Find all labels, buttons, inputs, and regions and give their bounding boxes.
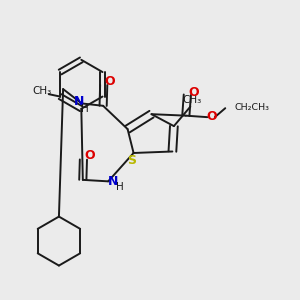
Text: O: O <box>188 86 199 99</box>
Text: H: H <box>81 104 89 114</box>
Text: N: N <box>107 175 118 188</box>
Text: O: O <box>206 110 217 123</box>
Text: S: S <box>128 154 136 167</box>
Text: N: N <box>74 94 84 107</box>
Text: CH₂CH₃: CH₂CH₃ <box>234 103 269 112</box>
Text: O: O <box>104 75 115 88</box>
Text: O: O <box>84 149 95 163</box>
Text: CH₃: CH₃ <box>182 95 201 105</box>
Text: CH₃: CH₃ <box>33 86 52 96</box>
Text: H: H <box>116 182 123 192</box>
